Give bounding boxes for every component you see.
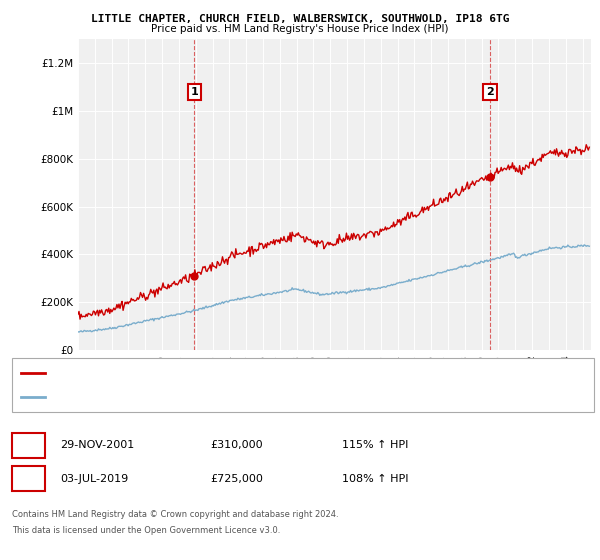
- Text: Price paid vs. HM Land Registry's House Price Index (HPI): Price paid vs. HM Land Registry's House …: [151, 24, 449, 34]
- Text: 108% ↑ HPI: 108% ↑ HPI: [342, 474, 409, 484]
- Text: Contains HM Land Registry data © Crown copyright and database right 2024.: Contains HM Land Registry data © Crown c…: [12, 510, 338, 519]
- Text: 1: 1: [25, 440, 32, 450]
- Text: 29-NOV-2001: 29-NOV-2001: [60, 440, 134, 450]
- Text: 2: 2: [486, 87, 494, 97]
- Text: £725,000: £725,000: [210, 474, 263, 484]
- Text: LITTLE CHAPTER, CHURCH FIELD, WALBERSWICK, SOUTHWOLD, IP18 6TG: LITTLE CHAPTER, CHURCH FIELD, WALBERSWIC…: [91, 14, 509, 24]
- Text: This data is licensed under the Open Government Licence v3.0.: This data is licensed under the Open Gov…: [12, 526, 280, 535]
- Text: 2: 2: [25, 474, 32, 484]
- Text: 1: 1: [190, 87, 198, 97]
- Text: 03-JUL-2019: 03-JUL-2019: [60, 474, 128, 484]
- Text: LITTLE CHAPTER, CHURCH FIELD, WALBERSWICK, SOUTHWOLD, IP18 6TG (detached hou: LITTLE CHAPTER, CHURCH FIELD, WALBERSWIC…: [51, 369, 449, 378]
- Text: HPI: Average price, detached house, East Suffolk: HPI: Average price, detached house, East…: [51, 392, 272, 401]
- Text: 115% ↑ HPI: 115% ↑ HPI: [342, 440, 409, 450]
- Text: £310,000: £310,000: [210, 440, 263, 450]
